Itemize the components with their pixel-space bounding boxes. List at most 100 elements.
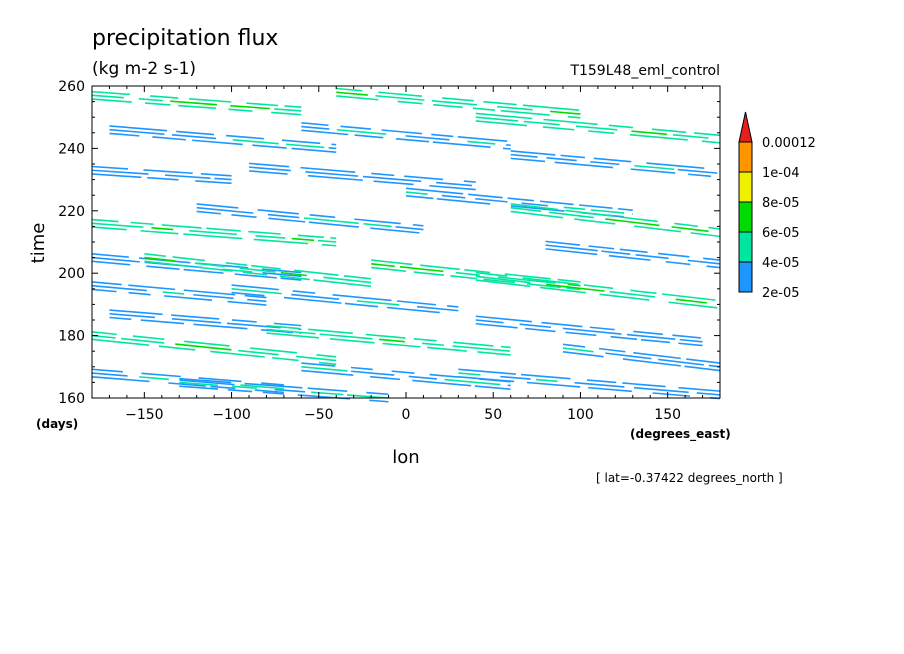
contour-segment (657, 252, 690, 258)
contour-segment (652, 392, 691, 397)
contour-band (562, 343, 721, 372)
contour-segment (109, 132, 140, 137)
contour-segment (344, 275, 372, 280)
contour-segment (405, 191, 428, 195)
contour-segment (109, 312, 156, 319)
contour-segment (248, 170, 288, 175)
contour-segment (141, 372, 181, 378)
contour-segment (661, 293, 716, 301)
contour-segment (510, 150, 556, 156)
contour-segment (301, 122, 329, 127)
contour-segment (171, 314, 220, 320)
contour-segment (436, 198, 491, 205)
contour-segment (91, 165, 129, 170)
contour-segment (366, 391, 389, 396)
contour-band (144, 253, 372, 288)
contour-segment (554, 161, 614, 169)
contour-segment (271, 111, 302, 116)
contour-segment (255, 235, 286, 239)
contour-segment (294, 269, 339, 277)
contour-segment (576, 125, 618, 131)
contour-segment (340, 125, 372, 130)
experiment-label: T159L48_eml_control (569, 63, 720, 79)
contour-segment (363, 222, 392, 228)
contour-segment (405, 135, 450, 141)
contour-segment (684, 365, 721, 372)
contour-segment (630, 289, 657, 295)
contour-segment (588, 386, 632, 393)
contour-segment (617, 207, 633, 211)
contour-segment (179, 377, 232, 384)
y-tick-label: 220 (58, 204, 85, 220)
contour-segment (91, 256, 140, 263)
contour-segment (143, 169, 193, 175)
contour-segment (297, 234, 325, 239)
contour-segment (370, 227, 420, 234)
contour-segment (371, 263, 395, 268)
contour-segment (198, 377, 242, 383)
contour-segment (301, 362, 336, 367)
contour-segment (677, 168, 718, 174)
contour-segment (519, 323, 552, 329)
contour-segment (286, 143, 325, 149)
contour-band (196, 203, 424, 234)
contour-segment (399, 266, 444, 273)
contour-segment (196, 210, 221, 215)
contour-segment (375, 94, 425, 101)
contour-segment (523, 120, 560, 126)
contour-segment (589, 326, 615, 331)
contour-segment (254, 389, 284, 394)
contour-segment (626, 333, 676, 340)
contour-segment (196, 203, 239, 209)
y-axis-label: time (28, 223, 49, 264)
contour-segment (622, 382, 666, 388)
contour-segment (244, 294, 267, 299)
contour-segment (91, 375, 150, 383)
contour-segment (545, 244, 598, 252)
contour-segment (266, 328, 316, 335)
contour-segment (458, 368, 517, 375)
contour-segment (168, 382, 206, 387)
contour-segment (329, 337, 375, 344)
contour-segment (171, 134, 217, 140)
contour-segment (475, 322, 518, 329)
contour-segment (510, 206, 542, 213)
contour-segment (420, 264, 460, 271)
colorbar-label: 1e-04 (762, 166, 800, 181)
colorbar: 2e-05 4e-05 6e-05 8e-05 1e-04 0.00012 (738, 111, 816, 301)
contour-segment (431, 133, 454, 138)
contour-segment (605, 352, 652, 360)
contour-segment (300, 166, 356, 173)
contour-segment (574, 381, 625, 388)
contour-segment (526, 381, 581, 388)
contour-segment (176, 130, 215, 136)
contour-segment (427, 346, 467, 352)
contour-segment (309, 214, 336, 219)
contour-segment (362, 175, 422, 183)
contour-segment (193, 323, 248, 330)
contour-segment (510, 205, 565, 212)
colorbar-segment (738, 231, 753, 263)
contour-segment (500, 375, 531, 380)
contour-band (371, 259, 581, 291)
contour-segment (128, 284, 176, 291)
contour-segment (560, 154, 585, 159)
contour-segment (128, 291, 151, 296)
contour-segment (313, 279, 372, 288)
contour-segment (189, 229, 237, 236)
contour-segment (483, 278, 515, 284)
contour-segment (261, 268, 302, 274)
contour-segment (562, 347, 594, 353)
contour-segment (242, 271, 268, 276)
contour-segment (371, 266, 406, 273)
contour-segment (535, 378, 558, 383)
contour-segment (633, 386, 689, 394)
colorbar-segment (738, 201, 753, 233)
contour-segment (510, 210, 564, 219)
contour-segment (91, 226, 127, 231)
contour-segment (475, 116, 519, 122)
contour-segment (230, 104, 270, 110)
contour-segment (696, 392, 721, 396)
contour-segment (130, 221, 154, 226)
contour-segment (668, 301, 718, 309)
